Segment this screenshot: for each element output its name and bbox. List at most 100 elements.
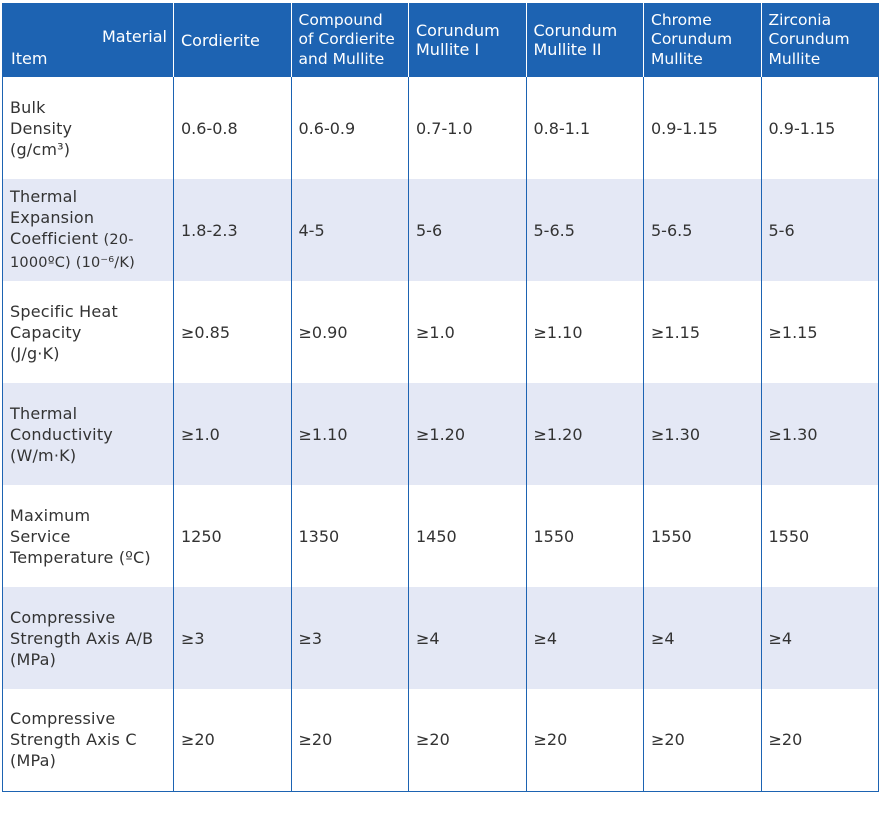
table-cell: 1250: [173, 485, 291, 587]
table-cell: 1550: [643, 485, 761, 587]
column-header-line: Mullite: [768, 49, 821, 68]
table-row-thermal-expansion: Thermal Expansion Coefficient (20- 1000º…: [2, 179, 879, 281]
row-label: Specific Heat Capacity (J/g·K): [3, 281, 174, 383]
table-cell: ≥20: [525, 689, 644, 792]
row-label-line: Thermal: [10, 403, 78, 423]
table-cell: 0.9-1.15: [760, 77, 879, 179]
table-cell: ≥4: [525, 587, 644, 689]
table-cell: 0.6-0.9: [290, 77, 409, 179]
row-label-line: (J/g·K): [10, 343, 60, 363]
table-cell: 0.8-1.1: [525, 77, 644, 179]
table-cell: ≥0.90: [290, 281, 409, 383]
column-header-corundum-mullite-1: Corundum Mullite I: [408, 3, 526, 77]
row-label-line: Temperature (ºC): [10, 547, 151, 567]
table-cell: ≥3: [290, 587, 409, 689]
table-header-row: Material Item Cordierite Compound of Cor…: [2, 3, 879, 77]
column-header-compound: Compound of Cordierite and Mullite: [290, 3, 409, 77]
table-cell: ≥4: [643, 587, 761, 689]
table-row-compressive-strength-ab: Compressive Strength Axis A/B (MPa) ≥3 ≥…: [2, 587, 879, 689]
table-cell: 1550: [760, 485, 879, 587]
table-cell: 0.9-1.15: [643, 77, 761, 179]
table-cell: ≥4: [408, 587, 526, 689]
row-label-line: Bulk: [10, 97, 46, 117]
table-cell: 1550: [525, 485, 644, 587]
table-cell: 0.6-0.8: [173, 77, 291, 179]
column-header-line: Chrome: [651, 10, 712, 29]
table-cell: 5-6: [408, 179, 526, 281]
column-header-cordierite: Cordierite: [173, 3, 291, 77]
table-row-compressive-strength-c: Compressive Strength Axis C (MPa) ≥20 ≥2…: [2, 689, 879, 792]
table-cell: ≥20: [760, 689, 879, 792]
table-cell: ≥1.20: [408, 383, 526, 485]
table-cell: 1.8-2.3: [173, 179, 291, 281]
table-cell: 5-6.5: [525, 179, 644, 281]
row-label-line: Capacity: [10, 322, 82, 342]
table-cell: ≥20: [408, 689, 526, 792]
table-row-specific-heat: Specific Heat Capacity (J/g·K) ≥0.85 ≥0.…: [3, 281, 879, 383]
row-label-line: Service: [10, 526, 71, 546]
row-label-line: Conductivity: [10, 424, 113, 444]
column-header-zirconia-corundum-mullite: Zirconia Corundum Mullite: [760, 3, 879, 77]
row-label-line: (W/m·K): [10, 445, 77, 465]
row-label-line: (MPa): [10, 751, 57, 771]
table-cell: 5-6.5: [643, 179, 761, 281]
table-cell: ≥0.85: [173, 281, 291, 383]
table-row-max-service-temperature: Maximum Service Temperature (ºC) 1250 13…: [3, 485, 879, 587]
row-label-line: Thermal: [10, 187, 78, 206]
column-header-line: Cordierite: [181, 30, 260, 50]
column-header-corundum-mullite-2: Corundum Mullite II: [525, 3, 644, 77]
column-header-line: Corundum: [768, 30, 850, 49]
material-properties-table-container: Material Item Cordierite Compound of Cor…: [2, 3, 879, 792]
row-label: Compressive Strength Axis C (MPa): [2, 689, 174, 792]
column-header-line: of Cordierite: [298, 30, 395, 49]
row-label: Thermal Expansion Coefficient (20- 1000º…: [2, 179, 174, 281]
column-header-line: Mullite: [651, 49, 703, 68]
row-label-line: Strength Axis A/B: [10, 628, 154, 648]
table-cell: 1450: [408, 485, 526, 587]
row-label-line: Coefficient: [10, 229, 99, 248]
column-header-line: Compound: [298, 10, 383, 29]
row-label-line: Maximum: [10, 505, 91, 525]
column-header-line: Corundum: [416, 21, 500, 40]
row-label-line: (20-: [103, 232, 134, 248]
column-header-line: Corundum: [533, 21, 618, 40]
row-label: Compressive Strength Axis A/B (MPa): [2, 587, 174, 689]
column-header-chrome-corundum-mullite: Chrome Corundum Mullite: [643, 3, 761, 77]
table-row-bulk-density: Bulk Density (g/cm³) 0.6-0.8 0.6-0.9 0.7…: [3, 77, 879, 179]
table-cell: ≥1.15: [643, 281, 761, 383]
table-cell: ≥3: [173, 587, 291, 689]
column-header-line: Mullite I: [416, 40, 480, 59]
column-header-line: and Mullite: [298, 49, 385, 68]
table-cell: 5-6: [760, 179, 879, 281]
row-label-line: Expansion: [10, 208, 95, 227]
table-cell: ≥1.30: [760, 383, 879, 485]
row-label-line: 1000ºC) (10⁻⁶/K): [10, 255, 135, 271]
column-header-line: Zirconia: [768, 10, 832, 29]
table-cell: ≥20: [290, 689, 409, 792]
row-label: Thermal Conductivity (W/m·K): [2, 383, 174, 485]
material-properties-table: Material Item Cordierite Compound of Cor…: [2, 3, 879, 792]
row-label-line: (MPa): [10, 649, 57, 669]
table-cell: 0.7-1.0: [408, 77, 526, 179]
table-cell: ≥1.0: [408, 281, 526, 383]
row-label: Maximum Service Temperature (ºC): [3, 485, 174, 587]
row-label-line: Strength Axis C: [10, 730, 137, 750]
row-label-line: Density: [10, 118, 73, 138]
table-cell: ≥1.30: [643, 383, 761, 485]
table-cell: ≥1.10: [290, 383, 409, 485]
row-label-line: Specific Heat: [10, 301, 118, 321]
header-item-label: Item: [11, 49, 48, 68]
table-cell: ≥20: [643, 689, 761, 792]
row-label: Bulk Density (g/cm³): [3, 77, 174, 179]
table-cell: ≥4: [760, 587, 879, 689]
row-label-line: Compressive: [10, 607, 116, 627]
table-cell: 4-5: [290, 179, 409, 281]
table-row-thermal-conductivity: Thermal Conductivity (W/m·K) ≥1.0 ≥1.10 …: [2, 383, 879, 485]
row-label-line: (g/cm³): [10, 139, 71, 159]
table-cell: ≥1.15: [760, 281, 879, 383]
column-header-line: Mullite II: [533, 40, 602, 59]
table-cell: ≥1.10: [525, 281, 644, 383]
row-label-line: Compressive: [10, 709, 116, 729]
table-cell: 1350: [290, 485, 409, 587]
table-cell: ≥1.0: [173, 383, 291, 485]
